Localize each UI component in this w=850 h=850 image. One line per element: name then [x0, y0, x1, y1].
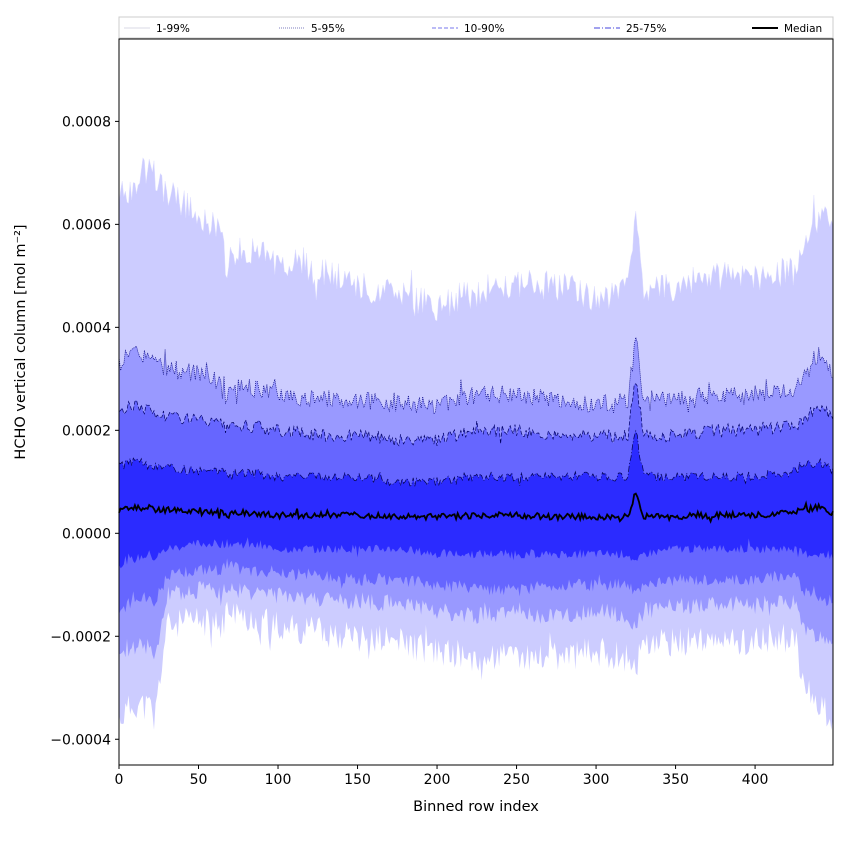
- x-axis-label: Binned row index: [413, 799, 539, 815]
- y-tick-label: 0.0008: [62, 114, 111, 130]
- x-tick-label: 300: [583, 772, 610, 788]
- x-axis: 0 50 100 150 200 250 300 350 400: [115, 765, 769, 788]
- median-line: [118, 492, 834, 524]
- x-tick-label: 200: [424, 772, 451, 788]
- x-tick-label: 250: [503, 772, 530, 788]
- x-tick-label: 150: [344, 772, 371, 788]
- plot-frame: [118, 38, 834, 766]
- y-tick-label: −0.0004: [50, 732, 111, 748]
- legend-label: 1-99%: [156, 23, 190, 35]
- y-tick-label: 0.0000: [62, 526, 111, 542]
- x-tick-label: 100: [265, 772, 292, 788]
- y-axis-label: HCHO vertical column [mol m⁻²]: [13, 224, 29, 459]
- line-layer: [118, 157, 834, 524]
- legend-label: 25-75%: [626, 23, 667, 35]
- y-tick-label: −0.0002: [50, 629, 111, 645]
- band-upper-1-99%: [118, 157, 834, 322]
- y-tick-label: 0.0006: [62, 217, 111, 233]
- legend-label: 5-95%: [311, 23, 345, 35]
- x-tick-label: 0: [115, 772, 124, 788]
- band-upper-10-90%: [118, 383, 834, 447]
- legend-label: Median: [784, 23, 822, 35]
- x-tick-label: 50: [190, 772, 208, 788]
- y-axis: −0.0004 −0.0002 0.0000 0.0002 0.0004 0.0006 0.…: [50, 114, 119, 748]
- band-layer: [119, 157, 833, 730]
- band-upper-25-75%: [118, 429, 834, 487]
- y-tick-label: 0.0002: [62, 423, 111, 439]
- band-25-75%: [119, 430, 833, 569]
- x-tick-label: 350: [662, 772, 689, 788]
- legend: 1-99% 5-95% 10-90% 25-75% Median: [118, 16, 834, 39]
- x-tick-label: 400: [742, 772, 769, 788]
- legend-box: [118, 16, 834, 39]
- y-tick-label: 0.0004: [62, 320, 111, 336]
- legend-label: 10-90%: [464, 23, 505, 35]
